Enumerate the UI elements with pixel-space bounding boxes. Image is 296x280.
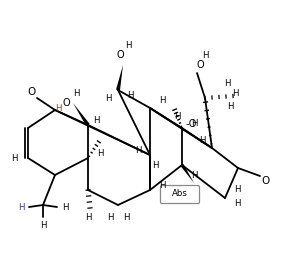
Text: H: H bbox=[174, 111, 180, 120]
Text: H: H bbox=[55, 104, 61, 113]
Text: O: O bbox=[116, 50, 124, 60]
Text: H: H bbox=[125, 41, 131, 50]
Text: H: H bbox=[191, 171, 197, 179]
Text: H: H bbox=[152, 160, 158, 169]
Text: H: H bbox=[11, 153, 17, 162]
Text: H: H bbox=[127, 90, 133, 99]
Text: O: O bbox=[262, 176, 270, 186]
Text: H: H bbox=[107, 213, 113, 221]
Polygon shape bbox=[181, 164, 194, 183]
Text: O: O bbox=[62, 98, 70, 108]
Text: H: H bbox=[159, 95, 165, 104]
Text: H: H bbox=[85, 213, 91, 221]
Text: H: H bbox=[234, 186, 240, 195]
Text: H: H bbox=[73, 88, 79, 97]
Text: -O: -O bbox=[185, 119, 197, 129]
Text: H: H bbox=[227, 102, 233, 111]
Text: H: H bbox=[202, 50, 208, 60]
Text: H: H bbox=[159, 181, 165, 190]
Text: H: H bbox=[40, 221, 46, 230]
Text: H: H bbox=[234, 199, 240, 207]
Text: H: H bbox=[18, 202, 24, 211]
Text: H: H bbox=[135, 146, 141, 155]
Polygon shape bbox=[73, 103, 90, 126]
Text: H: H bbox=[123, 213, 129, 221]
Text: H: H bbox=[93, 116, 99, 125]
Text: H: H bbox=[199, 136, 205, 144]
Text: Abs: Abs bbox=[172, 190, 188, 199]
Text: H: H bbox=[224, 78, 230, 88]
Text: H: H bbox=[191, 118, 197, 127]
Text: O: O bbox=[27, 87, 35, 97]
Text: H: H bbox=[232, 88, 238, 97]
Text: H: H bbox=[105, 94, 111, 102]
Polygon shape bbox=[116, 65, 123, 90]
Text: H: H bbox=[62, 202, 68, 211]
Text: O: O bbox=[196, 60, 204, 70]
FancyBboxPatch shape bbox=[160, 186, 200, 204]
Text: H: H bbox=[97, 148, 103, 158]
